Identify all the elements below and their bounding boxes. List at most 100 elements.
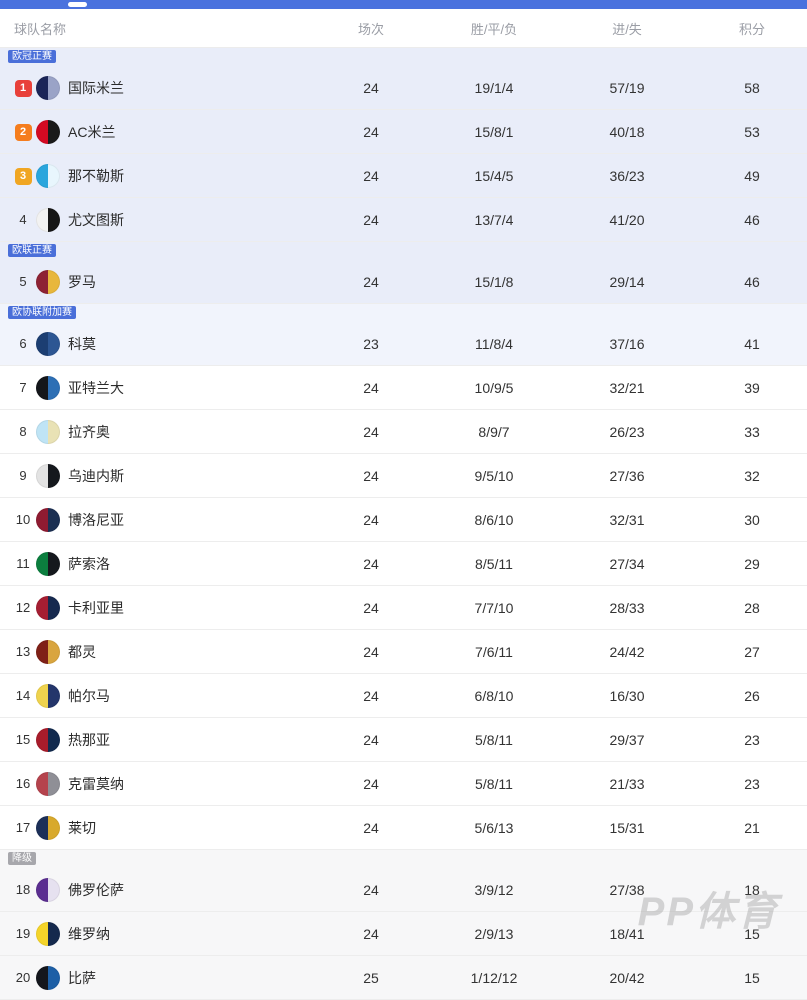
matches-played: 24 bbox=[363, 511, 379, 528]
tab-indicator-handle[interactable] bbox=[68, 2, 87, 7]
win-draw-loss: 8/9/7 bbox=[478, 423, 510, 440]
zone-badge: 欧冠正赛 bbox=[8, 50, 56, 63]
team-name: 萨索洛 bbox=[68, 555, 110, 572]
goals-for-against: 29/14 bbox=[609, 273, 645, 290]
rank-number: 20 bbox=[15, 970, 31, 985]
team-logo-icon bbox=[36, 269, 60, 294]
top-accent-bar bbox=[0, 0, 807, 9]
table-row[interactable]: 降级 18 佛罗伦萨 24 3/9/12 27/38 18 bbox=[0, 850, 807, 912]
table-row[interactable]: 8 拉齐奥 24 8/9/7 26/23 33 bbox=[0, 410, 807, 454]
header-team-name: 球队名称 bbox=[14, 21, 67, 37]
team-name: 乌迪内斯 bbox=[68, 467, 124, 484]
goals-for-against: 36/23 bbox=[609, 167, 645, 184]
goals-for-against: 41/20 bbox=[609, 211, 645, 228]
table-row[interactable]: 欧协联附加赛 6 科莫 23 11/8/4 37/16 41 bbox=[0, 304, 807, 366]
rank-number: 6 bbox=[19, 336, 27, 351]
team-logo-icon bbox=[36, 921, 60, 946]
table-row[interactable]: 15 热那亚 24 5/8/11 29/37 23 bbox=[0, 718, 807, 762]
win-draw-loss: 7/6/11 bbox=[475, 643, 513, 660]
matches-played: 24 bbox=[363, 273, 379, 290]
rank-badge: 3 bbox=[14, 167, 32, 185]
table-row[interactable]: 欧联正赛 5 罗马 24 15/1/8 29/14 46 bbox=[0, 242, 807, 304]
matches-played: 24 bbox=[363, 211, 379, 228]
rank-number: 11 bbox=[16, 556, 30, 571]
goals-for-against: 27/34 bbox=[609, 555, 645, 572]
table-row[interactable]: 13 都灵 24 7/6/11 24/42 27 bbox=[0, 630, 807, 674]
table-row[interactable]: 12 卡利亚里 24 7/7/10 28/33 28 bbox=[0, 586, 807, 630]
goals-for-against: 24/42 bbox=[609, 643, 645, 660]
team-logo-icon bbox=[36, 463, 60, 488]
win-draw-loss: 5/6/13 bbox=[474, 819, 514, 836]
points: 33 bbox=[744, 423, 760, 440]
table-row[interactable]: 11 萨索洛 24 8/5/11 27/34 29 bbox=[0, 542, 807, 586]
team-name: 国际米兰 bbox=[68, 79, 124, 96]
table-row[interactable]: 2 AC米兰 24 15/8/1 40/18 53 bbox=[0, 110, 807, 154]
win-draw-loss: 15/4/5 bbox=[474, 167, 514, 184]
points: 28 bbox=[744, 599, 760, 616]
team-logo-icon bbox=[36, 683, 60, 708]
win-draw-loss: 13/7/4 bbox=[474, 211, 514, 228]
rank-number: 9 bbox=[19, 468, 27, 483]
table-row[interactable]: 欧冠正赛 1 国际米兰 24 19/1/4 57/19 58 bbox=[0, 48, 807, 110]
matches-played: 24 bbox=[363, 643, 379, 660]
goals-for-against: 27/38 bbox=[609, 881, 645, 898]
rank-number: 17 bbox=[15, 820, 31, 835]
matches-played: 24 bbox=[363, 775, 379, 792]
team-name: 都灵 bbox=[68, 643, 96, 660]
win-draw-loss: 5/8/11 bbox=[475, 731, 513, 748]
team-name: 莱切 bbox=[68, 819, 96, 836]
win-draw-loss: 10/9/5 bbox=[474, 379, 514, 396]
table-row[interactable]: 3 那不勒斯 24 15/4/5 36/23 49 bbox=[0, 154, 807, 198]
goals-for-against: 32/21 bbox=[609, 379, 645, 396]
table-row[interactable]: 19 维罗纳 24 2/9/13 18/41 15 bbox=[0, 912, 807, 956]
matches-played: 24 bbox=[363, 925, 379, 942]
points: 29 bbox=[744, 555, 760, 572]
team-name: 博洛尼亚 bbox=[68, 511, 124, 528]
win-draw-loss: 6/8/10 bbox=[474, 687, 514, 704]
points: 32 bbox=[744, 467, 760, 484]
goals-for-against: 57/19 bbox=[609, 79, 645, 96]
points: 53 bbox=[744, 123, 760, 140]
points: 21 bbox=[744, 819, 760, 836]
win-draw-loss: 9/5/10 bbox=[474, 467, 514, 484]
zone-badge: 欧协联附加赛 bbox=[8, 306, 76, 319]
goals-for-against: 15/31 bbox=[609, 819, 645, 836]
win-draw-loss: 19/1/4 bbox=[474, 79, 514, 96]
table-row[interactable]: 10 博洛尼亚 24 8/6/10 32/31 30 bbox=[0, 498, 807, 542]
matches-played: 24 bbox=[363, 79, 379, 96]
table-row[interactable]: 4 尤文图斯 24 13/7/4 41/20 46 bbox=[0, 198, 807, 242]
rank-number: 12 bbox=[15, 600, 31, 615]
rank-number: 16 bbox=[15, 776, 31, 791]
table-row[interactable]: 9 乌迪内斯 24 9/5/10 27/36 32 bbox=[0, 454, 807, 498]
table-row[interactable]: 20 比萨 25 1/12/12 20/42 15 bbox=[0, 956, 807, 1000]
table-row[interactable]: 14 帕尔马 24 6/8/10 16/30 26 bbox=[0, 674, 807, 718]
header-wdl: 胜/平/负 bbox=[470, 21, 518, 37]
win-draw-loss: 8/6/10 bbox=[474, 511, 514, 528]
rank-number: 4 bbox=[19, 212, 27, 227]
win-draw-loss: 5/8/11 bbox=[475, 775, 513, 792]
table-row[interactable]: 17 莱切 24 5/6/13 15/31 21 bbox=[0, 806, 807, 850]
goals-for-against: 20/42 bbox=[609, 969, 645, 986]
team-name: 亚特兰大 bbox=[68, 379, 124, 396]
team-logo-icon bbox=[36, 727, 60, 752]
rank-number: 18 bbox=[15, 882, 31, 897]
team-logo-icon bbox=[36, 163, 60, 188]
team-logo-icon bbox=[36, 331, 60, 356]
rank-number: 13 bbox=[15, 644, 31, 659]
team-logo-icon bbox=[36, 551, 60, 576]
rank-number: 5 bbox=[19, 274, 27, 289]
team-name: 佛罗伦萨 bbox=[68, 881, 124, 898]
matches-played: 25 bbox=[363, 969, 379, 986]
matches-played: 24 bbox=[363, 467, 379, 484]
table-row[interactable]: 16 克雷莫纳 24 5/8/11 21/33 23 bbox=[0, 762, 807, 806]
table-row[interactable]: 7 亚特兰大 24 10/9/5 32/21 39 bbox=[0, 366, 807, 410]
matches-played: 24 bbox=[363, 379, 379, 396]
win-draw-loss: 11/8/4 bbox=[475, 335, 513, 352]
matches-played: 24 bbox=[363, 423, 379, 440]
zone-badge: 降级 bbox=[8, 852, 36, 865]
team-logo-icon bbox=[36, 771, 60, 796]
team-name: 帕尔马 bbox=[68, 687, 110, 704]
matches-played: 24 bbox=[363, 167, 379, 184]
team-logo-icon bbox=[36, 639, 60, 664]
points: 49 bbox=[744, 167, 760, 184]
